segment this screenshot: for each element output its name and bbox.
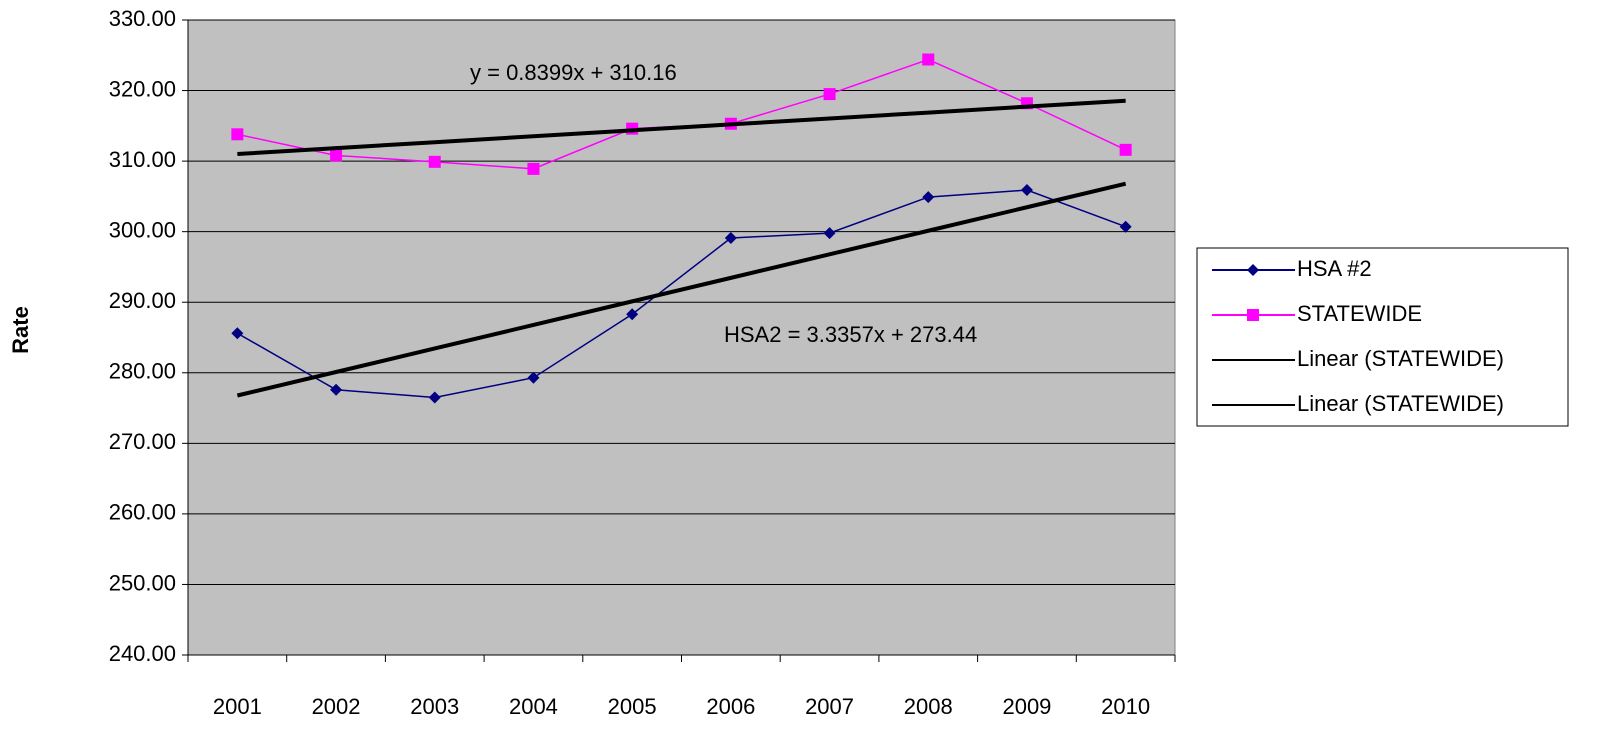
data-point (823, 227, 836, 240)
data-point (922, 191, 935, 204)
x-tick-label: 2003 (410, 694, 459, 719)
data-point (428, 155, 441, 168)
y-tick-label: 250.00 (109, 570, 176, 595)
data-point (527, 162, 540, 175)
data-point (330, 383, 343, 396)
legend-label: Linear (STATEWIDE) (1297, 391, 1504, 416)
y-tick-label: 240.00 (109, 641, 176, 666)
data-point (231, 128, 244, 141)
y-tick-label: 290.00 (109, 288, 176, 313)
plot-area (187, 19, 1176, 656)
y-tick-label: 300.00 (109, 217, 176, 242)
data-point (823, 88, 836, 101)
legend-marker (1247, 264, 1259, 276)
annotation: y = 0.8399x + 310.16 (470, 60, 677, 85)
data-point (428, 391, 441, 404)
data-point (1119, 143, 1132, 156)
legend-label: HSA #2 (1297, 256, 1372, 281)
x-tick-label: 2009 (1002, 694, 1051, 719)
legend-label: Linear (STATEWIDE) (1297, 346, 1504, 371)
x-tick-label: 2001 (213, 694, 262, 719)
y-tick-label: 320.00 (109, 76, 176, 101)
annotation: HSA2 = 3.3357x + 273.44 (724, 322, 977, 347)
data-point (626, 308, 639, 321)
legend-marker (1247, 309, 1259, 321)
y-tick-label: 260.00 (109, 500, 176, 525)
x-tick-label: 2004 (509, 694, 558, 719)
data-point (922, 53, 935, 66)
x-tick-label: 2002 (312, 694, 361, 719)
data-point (1020, 184, 1033, 197)
data-point (330, 149, 343, 162)
trend-line (237, 98, 1126, 157)
x-tick-label: 2007 (805, 694, 854, 719)
data-point (724, 232, 737, 245)
data-point (1020, 97, 1033, 110)
data-point (1119, 220, 1132, 233)
legend-label: STATEWIDE (1297, 301, 1422, 326)
y-tick-label: 280.00 (109, 359, 176, 384)
series-line (236, 189, 1126, 399)
y-tick-label: 310.00 (109, 147, 176, 172)
y-tick-label: 270.00 (109, 429, 176, 454)
data-point (527, 371, 540, 384)
y-tick-label: 330.00 (109, 6, 176, 31)
x-tick-label: 2010 (1101, 694, 1150, 719)
x-tick-label: 2005 (608, 694, 657, 719)
trend-line (236, 181, 1127, 398)
x-tick-label: 2008 (904, 694, 953, 719)
y-axis-label: Rate (8, 306, 33, 354)
legend (1196, 247, 1569, 427)
x-tick-label: 2006 (706, 694, 755, 719)
data-point (231, 327, 244, 340)
